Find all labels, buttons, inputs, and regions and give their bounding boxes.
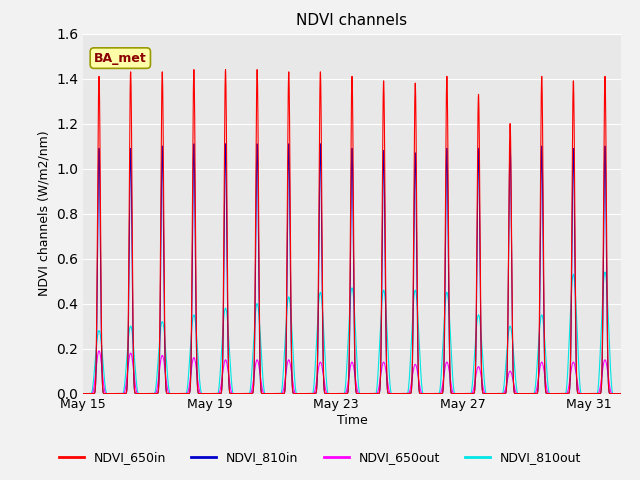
Y-axis label: NDVI channels (W/m2/nm): NDVI channels (W/m2/nm): [38, 131, 51, 297]
X-axis label: Time: Time: [337, 414, 367, 427]
Title: NDVI channels: NDVI channels: [296, 13, 408, 28]
Legend: NDVI_650in, NDVI_810in, NDVI_650out, NDVI_810out: NDVI_650in, NDVI_810in, NDVI_650out, NDV…: [54, 446, 586, 469]
Text: BA_met: BA_met: [94, 51, 147, 65]
